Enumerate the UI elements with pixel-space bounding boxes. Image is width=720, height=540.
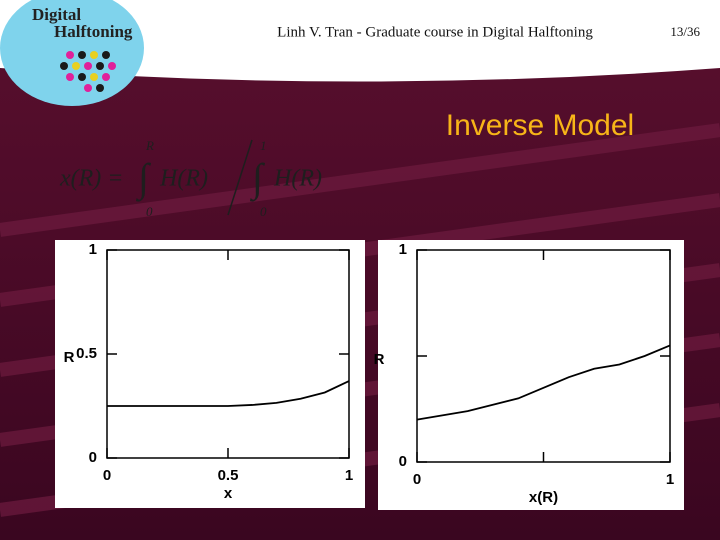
x-axis-label: x(R) <box>529 489 558 506</box>
page-number: 13/36 <box>670 24 700 39</box>
limit: 0 <box>260 204 267 219</box>
y-tick-label: 1 <box>399 241 407 258</box>
divider <box>227 139 253 216</box>
formula: x(R) = ∫ R 0 H(R) ∫ 1 0 H(R) <box>59 138 322 219</box>
x-tick-label: 1 <box>666 471 674 488</box>
plot-panel <box>55 240 365 508</box>
logo-text: Digital <box>32 5 81 24</box>
y-tick-label: 0 <box>89 449 97 466</box>
y-axis-label: R <box>64 349 75 366</box>
x-tick-label: 0 <box>413 471 421 488</box>
x-tick-label: 0.5 <box>218 467 239 484</box>
limit: 1 <box>260 138 267 153</box>
data-line <box>107 380 350 407</box>
data-line <box>416 344 671 421</box>
integrand: H(R) <box>273 166 322 192</box>
logo-dots <box>60 51 116 92</box>
logo-text: Halftoning <box>54 22 133 41</box>
header-curve <box>0 68 720 82</box>
course-text: Linh V. Tran - Graduate course in Digita… <box>277 24 593 40</box>
limit: R <box>145 138 154 153</box>
limit: 0 <box>146 204 153 219</box>
integral-sign: ∫ <box>135 155 152 202</box>
y-tick-label: 1 <box>89 241 97 258</box>
x-axis-label: x <box>224 485 233 502</box>
y-tick-label: 0 <box>399 453 407 470</box>
plot-panel <box>378 240 684 510</box>
formula-lhs: x(R) = <box>59 166 124 192</box>
slide-title: Inverse Model <box>446 109 634 142</box>
integral-sign: ∫ <box>249 155 266 202</box>
y-axis-label: R <box>374 351 385 368</box>
y-tick-label: 0.5 <box>76 345 97 362</box>
x-tick-label: 0 <box>103 467 111 484</box>
integrand: H(R) <box>159 166 208 192</box>
x-tick-label: 1 <box>345 467 353 484</box>
